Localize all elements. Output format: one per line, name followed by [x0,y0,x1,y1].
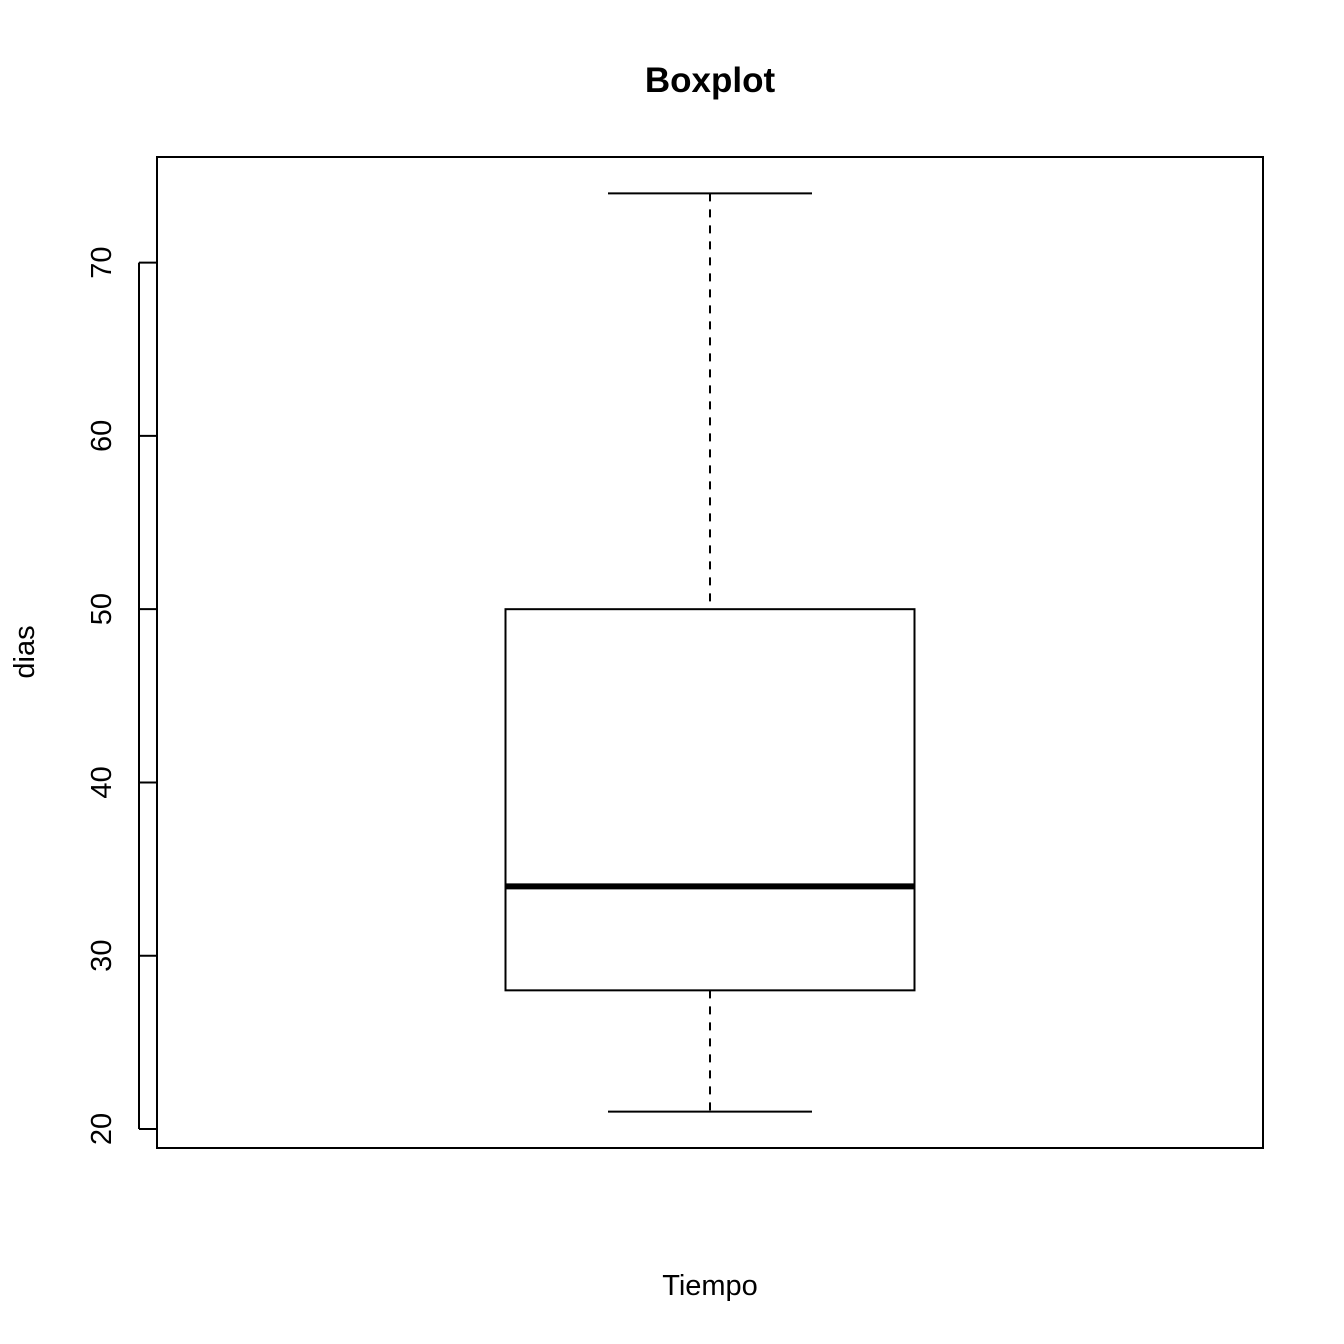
y-tick-label: 60 [86,420,118,452]
y-axis: 20 30 40 50 60 70 [86,247,157,1145]
box-group [504,192,916,1113]
y-tick-label: 50 [86,593,118,625]
y-tick-label: 40 [86,766,118,798]
x-axis-label: Tiempo [662,1270,758,1302]
plot-frame [156,156,1264,1149]
y-tick-label: 30 [86,940,118,972]
chart-title: Boxplot [645,61,776,100]
y-axis-label: dias [9,625,41,678]
iqr-box [504,608,916,992]
y-tick-label: 70 [86,247,118,279]
y-tick-label: 20 [86,1113,118,1145]
